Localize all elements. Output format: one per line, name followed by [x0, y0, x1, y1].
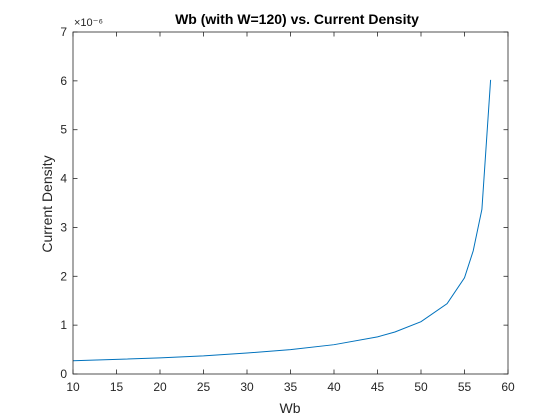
series-layer	[72, 79, 492, 362]
y-tick-label: 7	[60, 25, 67, 39]
axes-layer	[72, 31, 509, 375]
x-tick-label: 40	[327, 380, 341, 394]
y-tick-label: 6	[60, 74, 67, 88]
x-tick-label: 60	[501, 380, 515, 394]
x-tick-label: 45	[371, 380, 385, 394]
y-tick-label: 5	[60, 123, 67, 137]
x-tick-label: 10	[66, 380, 80, 394]
plot-area	[73, 32, 508, 374]
chart-title: Wb (with W=120) vs. Current Density	[175, 11, 419, 27]
y-tick-label: 1	[60, 318, 67, 332]
y-tick-label: 3	[60, 220, 67, 234]
x-tick-label: 30	[240, 380, 254, 394]
y-tick-label: 2	[60, 269, 67, 283]
x-tick-label: 20	[153, 380, 167, 394]
y-tick-label: 4	[60, 172, 67, 186]
axes-box	[72, 31, 509, 375]
series-line-0	[72, 79, 492, 362]
x-tick-label: 15	[110, 380, 124, 394]
x-tick-label: 35	[284, 380, 298, 394]
y-axis-label: Current Density	[39, 155, 55, 252]
x-axis-label: Wb	[280, 400, 301, 416]
x-tick-label: 55	[458, 380, 472, 394]
y-tick-label: 0	[60, 367, 67, 381]
y-exponent-label: ×10⁻⁶	[74, 17, 103, 29]
x-tick-label: 25	[197, 380, 211, 394]
x-tick-label: 50	[414, 380, 428, 394]
